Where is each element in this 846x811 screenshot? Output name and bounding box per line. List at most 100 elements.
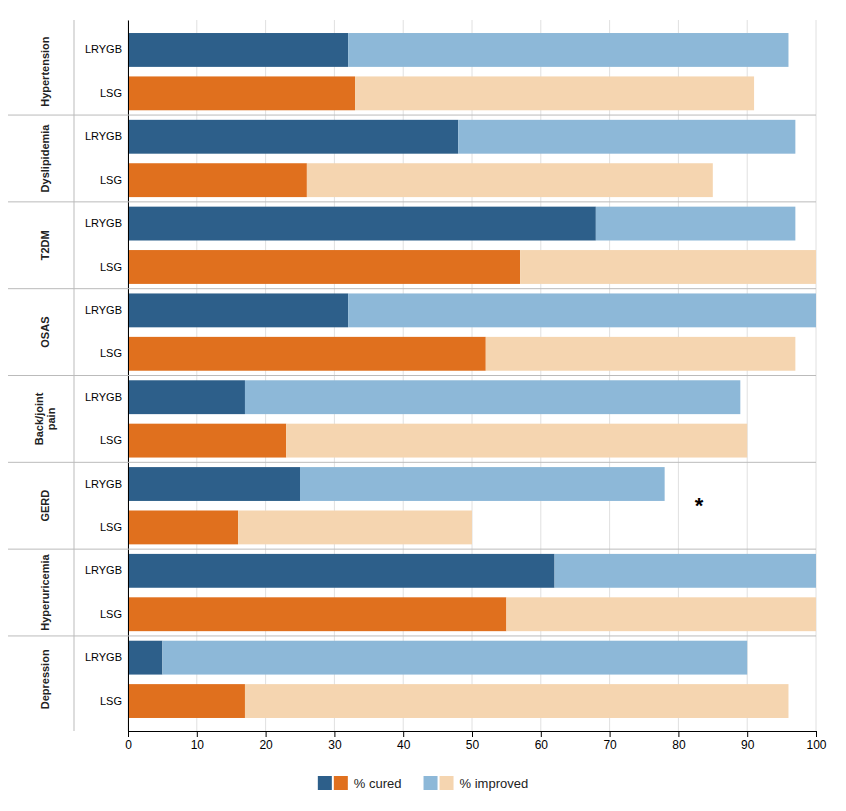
group-label: GERD xyxy=(39,490,51,522)
bar-segment xyxy=(596,207,796,241)
y-tick: LSG xyxy=(100,87,128,99)
y-tick: LSG xyxy=(100,347,128,359)
bar-segment xyxy=(128,424,286,458)
y-tick-label: LSG xyxy=(100,608,122,620)
bar-segment xyxy=(128,467,300,501)
x-tick-label: 0 xyxy=(125,738,132,752)
x-tick-mark xyxy=(678,731,679,737)
bar-segment xyxy=(162,641,747,675)
x-tick-mark xyxy=(541,731,542,737)
bar-segment xyxy=(128,337,486,371)
annotations: * xyxy=(695,493,704,518)
x-tick-label: 20 xyxy=(259,738,273,752)
bar-segment xyxy=(128,33,348,67)
bar-segment xyxy=(520,250,816,284)
y-tick-label: LSG xyxy=(100,174,122,186)
group-label: Hyperuricemia xyxy=(39,553,51,630)
y-tick-label: LSG xyxy=(100,434,122,446)
y-tick: LSG xyxy=(100,521,128,533)
group-label: OSAS xyxy=(39,316,51,347)
x-axis: 0102030405060708090100 xyxy=(125,731,827,752)
y-tick: LRYGB xyxy=(85,564,128,576)
x-tick-label: 40 xyxy=(397,738,411,752)
group-label: Hypertension xyxy=(39,36,51,107)
x-tick-label: 30 xyxy=(328,738,342,752)
bar-segment xyxy=(486,337,796,371)
x-tick: 10 xyxy=(191,731,205,752)
legend-swatch xyxy=(334,776,348,790)
bar-segment xyxy=(128,250,520,284)
x-tick: 60 xyxy=(535,731,549,752)
y-tick-label: LSG xyxy=(100,521,122,533)
y-tick: LRYGB xyxy=(85,478,128,490)
x-tick-mark xyxy=(472,731,473,737)
x-tick-mark xyxy=(403,731,404,737)
legend-label: % improved xyxy=(460,776,529,791)
y-tick: LSG xyxy=(100,695,128,707)
annotation: * xyxy=(695,493,704,518)
y-tick-label: LRYGB xyxy=(85,391,122,403)
x-tick: 80 xyxy=(672,731,686,752)
x-tick-label: 60 xyxy=(535,738,549,752)
y-tick: LRYGB xyxy=(85,651,128,663)
y-tick: LRYGB xyxy=(85,217,128,229)
x-tick: 30 xyxy=(328,731,342,752)
bar-segment xyxy=(128,120,458,154)
y-tick-label: LRYGB xyxy=(85,217,122,229)
x-tick-label: 10 xyxy=(191,738,205,752)
legend-label: % cured xyxy=(354,776,402,791)
bar-segment xyxy=(245,684,789,718)
legend-swatch xyxy=(318,776,332,790)
x-tick: 100 xyxy=(806,731,826,752)
bar-segment xyxy=(128,163,307,197)
x-tick-mark xyxy=(610,731,611,737)
y-tick: LSG xyxy=(100,608,128,620)
y-tick-label: LRYGB xyxy=(85,130,122,142)
x-tick-label: 100 xyxy=(806,738,826,752)
bar-segment xyxy=(128,684,245,718)
bar-segment xyxy=(506,597,816,631)
group-separator xyxy=(8,635,816,636)
y-tick-label: LRYGB xyxy=(85,304,122,316)
y-tick-label: LSG xyxy=(100,347,122,359)
bar-segment xyxy=(245,380,740,414)
x-tick: 70 xyxy=(603,731,617,752)
y-tick-label: LRYGB xyxy=(85,478,122,490)
x-tick-label: 80 xyxy=(672,738,686,752)
bar-segment xyxy=(128,293,348,327)
bar-segment xyxy=(128,510,238,544)
group-separators xyxy=(8,115,816,636)
chart: 0102030405060708090100LRYGBLSGLRYGBLSGLR… xyxy=(0,0,846,811)
x-tick-label: 70 xyxy=(603,738,617,752)
group-labels: HypertensionDyslipidemiaT2DMOSASBack/joi… xyxy=(33,36,57,709)
bar-segment xyxy=(458,120,795,154)
legend-item: % cured xyxy=(318,776,402,791)
plot-area: 0102030405060708090100LRYGBLSGLRYGBLSGLR… xyxy=(85,20,827,752)
x-tick-label: 50 xyxy=(466,738,480,752)
bar-segment xyxy=(238,510,472,544)
bar-segment xyxy=(128,207,596,241)
y-tick: LRYGB xyxy=(85,43,128,55)
bar-segment xyxy=(128,641,162,675)
y-tick-label: LSG xyxy=(100,695,122,707)
x-tick: 40 xyxy=(397,731,411,752)
legend-swatch xyxy=(424,776,438,790)
bar-segment xyxy=(286,424,747,458)
group-separator xyxy=(8,549,816,550)
x-tick: 0 xyxy=(125,731,132,752)
group-separator xyxy=(8,201,816,202)
y-tick: LRYGB xyxy=(85,304,128,316)
group-separator xyxy=(8,115,816,116)
bar-segment xyxy=(128,380,245,414)
x-tick: 20 xyxy=(259,731,273,752)
bar-segment xyxy=(128,554,555,588)
y-tick: LSG xyxy=(100,261,128,273)
y-tick: LRYGB xyxy=(85,130,128,142)
group-label: Dyslipidemia xyxy=(39,124,51,193)
bar-segment xyxy=(348,293,816,327)
y-tick: LSG xyxy=(100,174,128,186)
bar-segment xyxy=(307,163,713,197)
group-label: Back/jointpain xyxy=(33,392,57,445)
y-tick: LSG xyxy=(100,434,128,446)
group-separator xyxy=(8,462,816,463)
